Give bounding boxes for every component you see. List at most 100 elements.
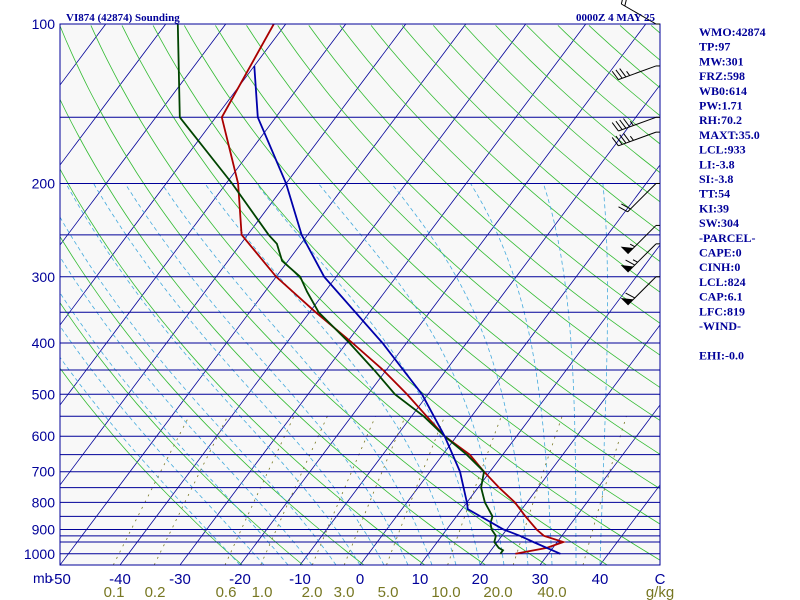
moist-adiabat-line [60, 256, 313, 565]
mixing-ratio-tick-label: 40.0 [537, 584, 566, 600]
y-unit-label: mb [33, 570, 53, 586]
isotherm-line [60, 24, 287, 326]
stats-line: LCL:933 [699, 143, 746, 157]
mixing-ratio-tick-label: 5.0 [378, 584, 399, 600]
stats-line: CINH:0 [699, 260, 740, 274]
plot-background [60, 24, 660, 565]
isotherm-line [239, 24, 647, 565]
isotherm-line [479, 324, 660, 565]
moist-adiabat-line [60, 292, 289, 565]
stats-line: KI:39 [699, 201, 729, 215]
header-left-title: VI874 (42874) Sounding [66, 12, 180, 24]
dry-adiabat-line [60, 235, 365, 565]
isotherm-line [0, 24, 46, 565]
temperature-tick-label: -40 [109, 571, 131, 588]
stats-line: SW:304 [699, 216, 739, 230]
isotherm-line [359, 164, 660, 565]
isotherm-line [60, 24, 467, 565]
dry-adiabat-line [745, 25, 800, 565]
isotherm-line [179, 24, 587, 565]
mixing-ratio-tick-label: 10.0 [431, 584, 460, 600]
temperature-tick-label: -50 [49, 571, 71, 588]
moist-adiabat-line [391, 183, 529, 565]
pressure-tick-label: 100 [32, 16, 56, 32]
parcel-profile-line [253, 65, 561, 555]
stats-line: WB0:614 [699, 84, 747, 98]
stats-line: WMO:42874 [699, 25, 766, 39]
stats-line: CAP:6.1 [699, 290, 743, 304]
mixing-ratio-tick-label: 20.0 [483, 584, 512, 600]
mixing-ratio-tick-label: 0.1 [104, 584, 125, 600]
pressure-tick-label: 400 [32, 335, 56, 351]
isotherm-line [60, 24, 347, 406]
moist-adiabat-line [60, 356, 241, 565]
isotherm-line [539, 404, 660, 565]
temperature-tick-label: 10 [412, 571, 429, 588]
series-layer [176, 24, 567, 555]
mixing-ratio-tick-label: 0.6 [216, 584, 237, 600]
stats-panel: WMO:42874TP:97MW:301FRZ:598WB0:614PW:1.7… [699, 25, 766, 362]
pressure-tick-label: 1000 [24, 546, 55, 562]
pressure-tick-label: 500 [32, 386, 56, 402]
dry-adiabat-line [401, 25, 660, 262]
stats-line: MW:301 [699, 54, 744, 68]
dry-adiabat-line [152, 25, 660, 525]
moist-adiabat-line [124, 183, 409, 565]
stats-line: -PARCEL- [699, 231, 755, 245]
mixing-ratio-tick-label: g/kg [646, 584, 674, 600]
dry-adiabat-line [60, 168, 425, 565]
moist-adiabat-line [204, 183, 457, 565]
grid-layer [0, 24, 800, 565]
mixing-ratio-line [260, 416, 328, 565]
moist-adiabat-line [60, 325, 265, 565]
stats-line: LI:-3.8 [699, 157, 735, 171]
wind-barb [620, 276, 660, 306]
stats-line: TP:97 [699, 40, 730, 54]
dewpoint-profile-line [176, 24, 505, 555]
temperature-tick-label: 30 [532, 571, 549, 588]
wind-barbs [611, 0, 660, 306]
mixing-ratio-tick-label: 0.2 [145, 584, 166, 600]
pressure-tick-label: 900 [32, 522, 56, 538]
temperature-tick-label: 0 [356, 571, 364, 588]
moist-adiabat-line [470, 183, 553, 565]
dry-adiabat-line [370, 25, 660, 293]
moist-adiabat-line [60, 216, 337, 565]
dry-adiabat-line [215, 25, 660, 455]
dry-adiabat-line [60, 367, 243, 565]
plot-frame [59, 23, 661, 566]
moist-adiabat-line [161, 183, 433, 565]
stats-line: TT:54 [699, 187, 730, 201]
wind-barb [620, 224, 660, 255]
dry-adiabat-line [308, 25, 660, 356]
stats-line: SI:-3.8 [699, 172, 733, 186]
header-right-time: 0000Z 4 MAY 25 [576, 12, 655, 24]
isotherm-line [60, 24, 407, 486]
mixing-ratio-tick-label: 1.0 [252, 584, 273, 600]
stats-line: FRZ:598 [699, 69, 745, 83]
temperature-tick-label: C [655, 571, 666, 588]
stats-line: LCL:824 [699, 275, 746, 289]
dry-adiabat-line [90, 25, 608, 565]
moist-adiabat-line [318, 183, 505, 565]
temperature-tick-label: 40 [592, 571, 609, 588]
temperature-tick-label: -20 [229, 571, 251, 588]
mixing-ratio-line [311, 416, 376, 565]
dry-adiabat-line [526, 25, 660, 145]
dry-adiabat-line [495, 25, 660, 174]
moist-adiabat-line [93, 183, 385, 565]
dry-adiabat-line [246, 25, 660, 421]
mixing-ratio-line [153, 416, 228, 565]
wind-barb [611, 131, 660, 147]
pressure-tick-label: 700 [32, 464, 56, 480]
moist-adiabat-line [256, 183, 481, 565]
dry-adiabat-line [277, 25, 660, 388]
stats-line: EHI:-0.0 [699, 348, 744, 362]
mixing-ratio-tick-label: 2.0 [302, 584, 323, 600]
dry-adiabat-line [433, 25, 660, 232]
wind-barb [620, 0, 660, 25]
mixing-ratio-tick-label: 3.0 [334, 584, 355, 600]
stats-line: MAXT:35.0 [699, 128, 760, 142]
